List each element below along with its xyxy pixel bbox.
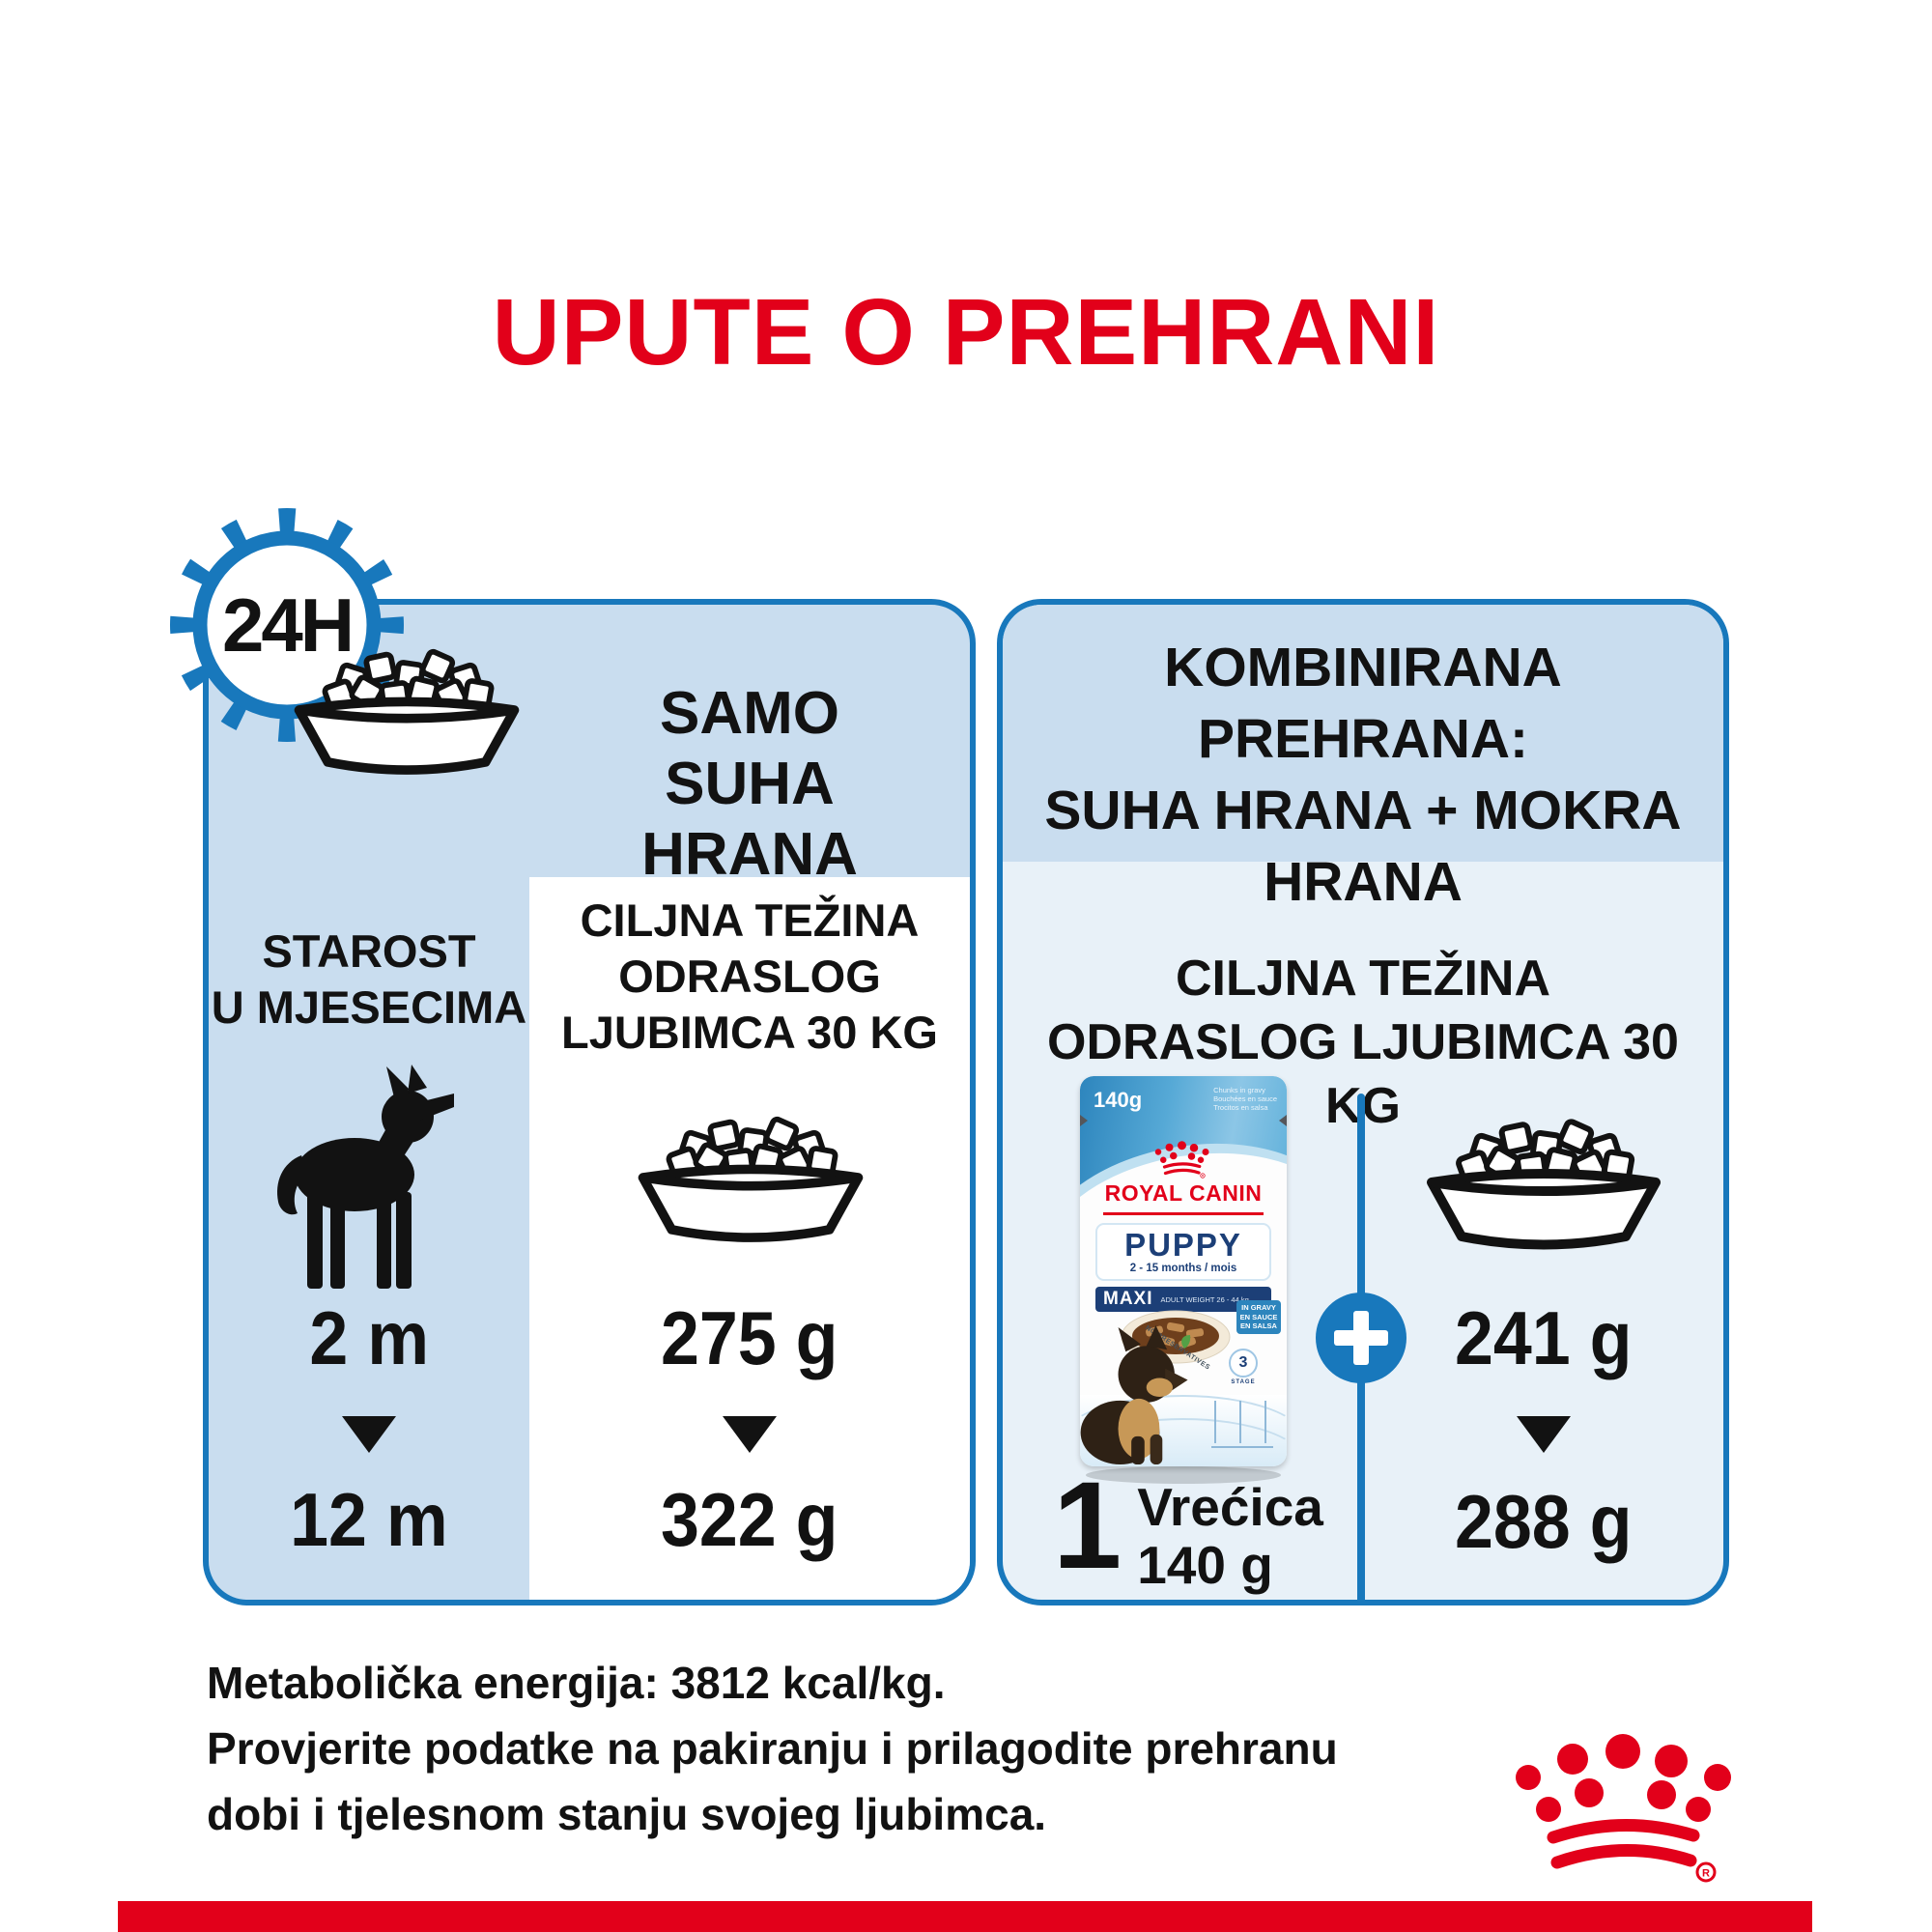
clock-label: 24H bbox=[222, 582, 352, 668]
24h-clock-icon: 24H bbox=[170, 508, 404, 742]
mixed-food-panel: KOMBINIRANA PREHRANA: SUHA HRANA + MOKRA… bbox=[997, 599, 1729, 1605]
dog-silhouette-icon bbox=[277, 1065, 454, 1289]
age-arrow bbox=[209, 1416, 529, 1453]
metabolic-energy-line: Metabolička energija: 3812 kcal/kg. bbox=[207, 1658, 946, 1708]
dry-end-value: 322 g bbox=[661, 1477, 838, 1562]
leaf-icon bbox=[1181, 1335, 1191, 1349]
target-weight-header: CILJNA TEŽINA ODRASLOG LJUBIMCA 30 KG bbox=[561, 895, 938, 1058]
puppy-image bbox=[1080, 1325, 1188, 1465]
triangle-down-icon bbox=[1517, 1416, 1571, 1453]
product-name-box: PUPPY 2 - 15 months / mois bbox=[1095, 1223, 1271, 1281]
mixed-target-weight-header: CILJNA TEŽINA ODRASLOG LJUBIMCA 30 KG bbox=[1047, 951, 1679, 1134]
pouch-weight-label: 140g bbox=[1094, 1088, 1143, 1112]
mixed-dry-arrow bbox=[1364, 1416, 1723, 1453]
brand-rule bbox=[1103, 1212, 1264, 1215]
royal-canin-crown-icon bbox=[1509, 1729, 1748, 1884]
mixed-dry-end-value: 288 g bbox=[1455, 1479, 1633, 1564]
brand-name: ROYAL CANIN bbox=[1104, 1180, 1263, 1206]
page-title: UPUTE O PREHRANI bbox=[492, 279, 1440, 384]
pouch-shadow bbox=[1086, 1466, 1281, 1484]
bottom-red-strip bbox=[118, 1901, 1812, 1932]
kibble-bowl-icon bbox=[286, 639, 527, 783]
tear-notch-icon bbox=[1080, 1115, 1088, 1126]
age-end-value: 12 m bbox=[290, 1477, 448, 1562]
scale-ticks bbox=[1211, 1401, 1273, 1448]
size-bar: MAXI ADULT WEIGHT 26 - 44 kg bbox=[1095, 1287, 1271, 1312]
dry-panel-title: SAMO SUHA HRANA bbox=[641, 680, 858, 888]
royal-canin-crown-icon bbox=[1153, 1140, 1213, 1179]
triangle-down-icon bbox=[723, 1416, 777, 1453]
dry-start-value: 275 g bbox=[661, 1295, 838, 1380]
mixed-dry-start-value: 241 g bbox=[1455, 1295, 1633, 1380]
age-start-value: 2 m bbox=[309, 1295, 429, 1380]
pouch-body: 140g Chunks in gravy Bouchées en sauce T… bbox=[1080, 1076, 1287, 1466]
mixed-panel-header-band bbox=[1003, 605, 1723, 862]
age-column-header: STAROST U MJESECIMA bbox=[211, 925, 527, 1033]
wet-food-pouch: 140g Chunks in gravy Bouchées en sauce T… bbox=[1080, 1076, 1287, 1492]
mixed-panel-title: KOMBINIRANA PREHRANA: SUHA HRANA + MOKRA… bbox=[1044, 637, 1682, 913]
footer-notes: Metabolička energija: 3812 kcal/kg. Prov… bbox=[207, 1650, 1338, 1847]
pouch-weight-value: 140 g bbox=[1137, 1535, 1273, 1595]
plus-icon bbox=[1316, 1293, 1406, 1383]
pouch-variety-text: Chunks in gravy Bouchées en sauce Trocit… bbox=[1213, 1086, 1277, 1112]
sauce-label: IN GRAVY EN SAUCE EN SALSA bbox=[1236, 1300, 1281, 1334]
dry-arrow bbox=[529, 1416, 970, 1453]
tear-notch-icon bbox=[1279, 1115, 1287, 1126]
pouch-unit: Vrećica bbox=[1137, 1477, 1323, 1537]
kibble-bowl-icon bbox=[630, 1107, 871, 1251]
dry-food-panel: SAMO SUHA HRANA STAROST U MJESECIMA CILJ… bbox=[203, 599, 976, 1605]
kibble-bowl-icon bbox=[1413, 1109, 1674, 1259]
wet-portion-label: 1 Vrećica 140 g bbox=[1053, 1457, 1323, 1595]
pouch-count: 1 bbox=[1053, 1457, 1122, 1595]
triangle-down-icon bbox=[342, 1416, 396, 1453]
stage-badge: 3 STAGE bbox=[1229, 1349, 1258, 1385]
